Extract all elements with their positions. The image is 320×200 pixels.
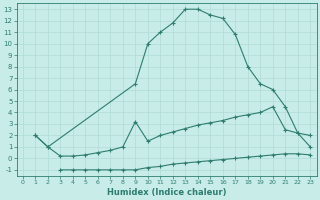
X-axis label: Humidex (Indice chaleur): Humidex (Indice chaleur) (107, 188, 226, 197)
